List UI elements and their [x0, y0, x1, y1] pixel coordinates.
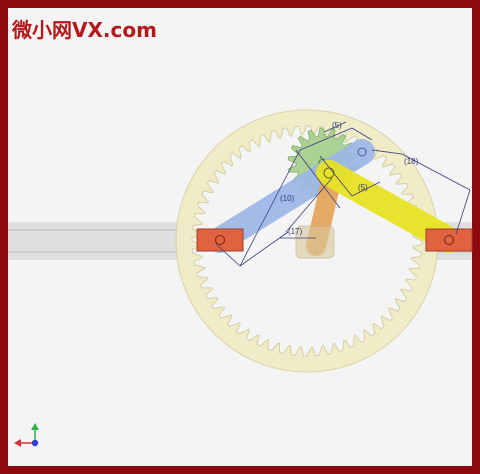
dimension-label-5-link: (5): [358, 183, 368, 192]
dimension-label-18: (18): [404, 157, 419, 166]
center-slider-block[interactable]: [295, 225, 335, 259]
slider-block-left[interactable]: [196, 228, 244, 252]
dimension-label-5-top: (5): [332, 121, 342, 130]
slider-block-right[interactable]: [425, 228, 473, 252]
dimension-label-10: (10): [280, 194, 295, 203]
triad-axis-icon: [14, 423, 39, 447]
dimension-annotations: [215, 121, 471, 267]
dimension-label-17: (17): [288, 227, 303, 236]
watermark-logo: 微小网VX.com: [12, 18, 157, 42]
